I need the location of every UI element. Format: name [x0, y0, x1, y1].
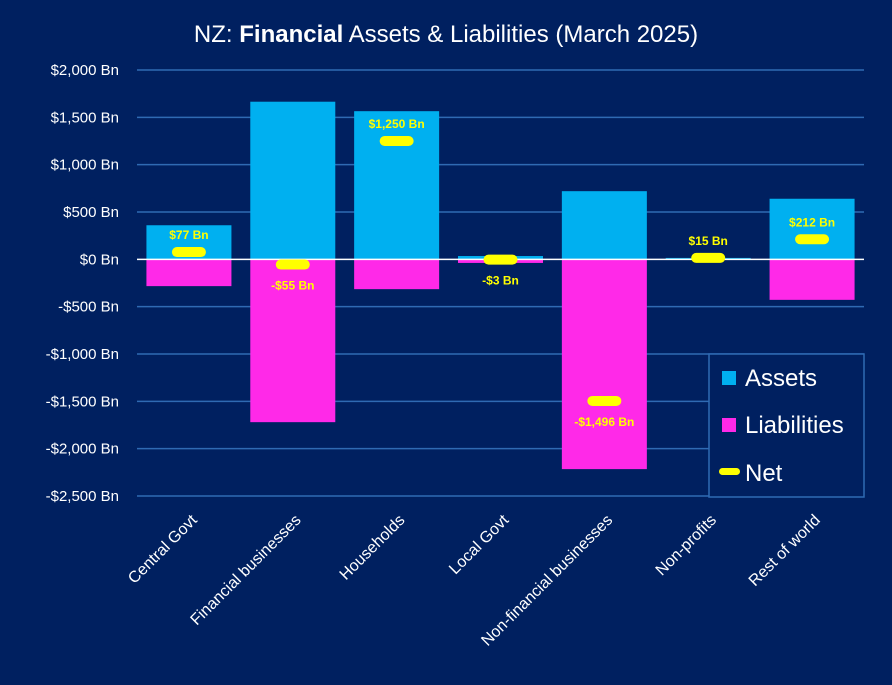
net-data-label: $15 Bn	[689, 234, 728, 248]
y-tick-label: $500 Bn	[63, 204, 119, 221]
legend-liabilities-label: Liabilities	[745, 412, 844, 439]
net-data-label: $77 Bn	[169, 228, 208, 242]
legend: Assets Liabilities Net	[708, 353, 865, 498]
legend-net-swatch	[719, 468, 740, 475]
x-tick-label: Non-profits	[653, 512, 720, 579]
y-tick-label: -$1,500 Bn	[46, 393, 119, 410]
assets-bar	[250, 101, 336, 260]
bars	[146, 101, 855, 470]
net-marker	[691, 252, 726, 263]
assets-bar	[561, 191, 647, 260]
liabilities-bar	[769, 259, 855, 300]
y-axis: $2,000 Bn $1,500 Bn $1,000 Bn $500 Bn $0 Bn -…	[46, 62, 119, 505]
net-marker	[171, 247, 206, 258]
y-tick-label: -$1,000 Bn	[46, 346, 119, 363]
x-tick-label: Local Govt	[446, 511, 512, 577]
net-marker	[795, 234, 830, 245]
net-marker	[483, 254, 518, 265]
x-tick-label: Households	[337, 512, 409, 584]
net-data-label: -$55 Bn	[271, 279, 314, 293]
y-tick-label: -$2,000 Bn	[46, 441, 119, 458]
chart-title-suffix: Assets & Liabilities (March 2025)	[343, 21, 698, 48]
liabilities-bar	[561, 259, 647, 470]
net-markers: $77 Bn -$55 Bn $1,250 Bn -$3 Bn -$1,496 Bn $1…	[169, 117, 835, 429]
legend-net-label: Net	[745, 460, 783, 487]
net-data-label: $1,250 Bn	[369, 117, 425, 131]
legend-assets-label: Assets	[745, 365, 817, 392]
assets-bar	[769, 198, 855, 260]
net-marker	[275, 259, 310, 270]
y-tick-label: $0 Bn	[80, 251, 119, 268]
x-tick-label: Rest of world	[746, 512, 824, 590]
net-marker	[587, 395, 622, 406]
assets-bar	[354, 111, 440, 260]
chart-title: NZ: Financial Assets & Liabilities (Marc…	[194, 21, 698, 48]
y-tick-label: -$500 Bn	[58, 299, 119, 316]
chart-title-prefix: NZ:	[194, 21, 239, 48]
net-data-label: -$1,496 Bn	[574, 415, 634, 429]
x-tick-label: Central Govt	[125, 511, 201, 587]
y-tick-label: $2,000 Bn	[51, 62, 119, 79]
legend-assets-swatch	[722, 371, 736, 385]
legend-liabilities-swatch	[722, 418, 736, 432]
liabilities-bar	[354, 259, 440, 290]
net-data-label: $212 Bn	[789, 215, 835, 229]
y-tick-label: -$2,500 Bn	[46, 488, 119, 505]
liabilities-bar	[250, 259, 336, 423]
net-marker	[379, 136, 414, 146]
liabilities-bar	[146, 259, 232, 287]
chart-title-bold: Financial	[239, 21, 343, 48]
x-tick-label: Financial businesses	[188, 512, 305, 629]
y-tick-label: $1,000 Bn	[51, 157, 119, 174]
net-data-label: -$3 Bn	[482, 274, 519, 288]
y-tick-label: $1,500 Bn	[51, 109, 119, 126]
